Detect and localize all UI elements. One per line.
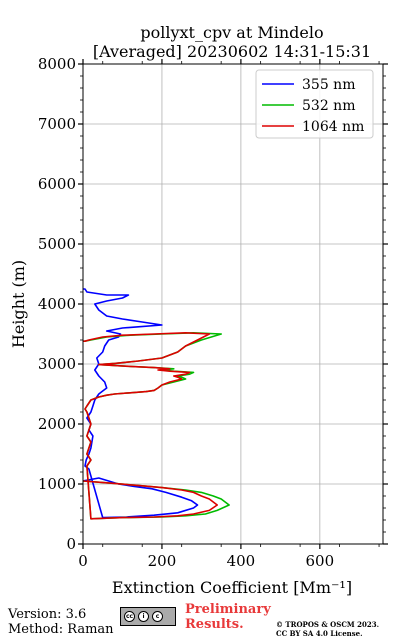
x-tick-label: 600 [306, 552, 335, 570]
series-line-1064-nm [83, 331, 218, 520]
y-tick-label: 2000 [38, 415, 76, 433]
preliminary-line2: Results. [185, 617, 244, 632]
y-tick-label: 1000 [38, 475, 76, 493]
series-line-532-nm [83, 331, 230, 520]
legend: 355 nm 532 nm 1064 nm [255, 69, 374, 139]
version-text: Version: 3.6 [8, 607, 87, 622]
y-tick-label: 6000 [38, 175, 76, 193]
legend-label: 1064 nm [302, 119, 364, 135]
x-tick-label: 200 [148, 552, 177, 570]
series-layer [83, 288, 230, 520]
y-tick-label: 8000 [38, 55, 76, 73]
series-line-355-nm [83, 288, 199, 519]
y-tick-label: 0 [66, 535, 76, 553]
cc-license-icon: cc i c [120, 607, 176, 626]
cc-icon: cc [124, 611, 135, 622]
axis-ticks: 0 200 400 600010002000300040005000600070008… [38, 55, 388, 570]
x-tick-label: 0 [78, 552, 88, 570]
legend-label: 355 nm [302, 77, 355, 93]
y-tick-label: 7000 [38, 115, 76, 133]
x-tick-label: 400 [227, 552, 256, 570]
chart-title-line1: pollyxt_cpv at Mindelo [140, 23, 323, 42]
y-tick-label: 5000 [38, 235, 76, 253]
method-text: Method: Raman [8, 622, 114, 637]
y-tick-label: 3000 [38, 355, 76, 373]
grid-lines [82, 64, 383, 544]
preliminary-line1: Preliminary [185, 602, 271, 617]
copyright-line1: © TROPOS & OSCM 2023. [276, 620, 380, 629]
copyright-line2: CC BY SA 4.0 License. [276, 629, 363, 638]
sa-icon: c [152, 611, 163, 622]
legend-label: 532 nm [302, 98, 355, 114]
chart-title-line2: [Averaged] 20230602 14:31-15:31 [93, 42, 371, 61]
by-icon: i [138, 611, 149, 622]
extinction-chart: pollyxt_cpv at Mindelo [Averaged] 202306… [9, 23, 388, 597]
copyright-notice: © TROPOS & OSCM 2023. CC BY SA 4.0 Licen… [276, 620, 379, 638]
x-axis-label: Extinction Coefficient [Mm⁻¹] [112, 578, 352, 597]
y-axis-label: Height (m) [9, 260, 28, 348]
preliminary-notice: Preliminary Results. [185, 602, 271, 632]
legend-box [255, 69, 374, 139]
y-tick-label: 4000 [38, 295, 76, 313]
